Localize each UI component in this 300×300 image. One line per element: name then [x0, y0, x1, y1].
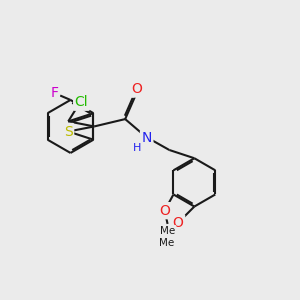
Text: Me: Me	[160, 226, 175, 236]
Text: H: H	[134, 143, 142, 153]
Text: Me: Me	[159, 238, 174, 248]
Text: S: S	[64, 124, 73, 139]
Text: O: O	[173, 216, 184, 230]
Text: O: O	[159, 204, 170, 218]
Text: O: O	[131, 82, 142, 96]
Text: N: N	[142, 131, 152, 145]
Text: F: F	[50, 85, 58, 100]
Text: Cl: Cl	[75, 95, 88, 109]
